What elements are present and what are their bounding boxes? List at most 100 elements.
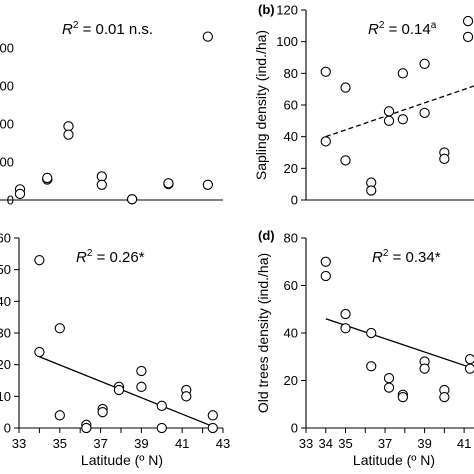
data-point — [54, 410, 65, 421]
y-tick-label: 00 — [0, 155, 14, 170]
data-point — [126, 194, 138, 205]
y-tick-label: 50 — [0, 262, 11, 277]
y-tick-label: 20 — [0, 357, 11, 372]
data-point — [383, 106, 395, 117]
x-tick-label: 33 — [12, 436, 26, 451]
r-squared-annotation: R2 = 0.26* — [76, 248, 145, 266]
y-tick-label: 60 — [284, 98, 298, 113]
data-point — [156, 400, 167, 411]
data-point — [42, 172, 53, 184]
r-squared-annotation: R2 = 0.14a — [368, 20, 437, 38]
y-tick-label: 60 — [284, 278, 298, 293]
y-tick-label: 40 — [284, 326, 298, 341]
data-point — [397, 114, 408, 125]
data-point — [419, 107, 430, 119]
data-point — [340, 308, 351, 320]
data-point — [207, 410, 218, 421]
panel-label: (d) — [258, 228, 275, 243]
data-point — [156, 422, 167, 434]
data-point — [397, 68, 408, 79]
data-point — [34, 255, 45, 266]
data-point — [96, 179, 107, 190]
y-tick-label: 00 — [0, 117, 14, 132]
r-squared-annotation: R2 = 0.34* — [372, 248, 441, 266]
data-point — [340, 82, 351, 93]
data-point — [397, 391, 408, 403]
y-tick-label: 120 — [276, 3, 298, 18]
panel-d: 0 20 40 60 80 33 34 35 37 39 41 R2 = 0.34* (d) Old tr… — [255, 228, 474, 468]
data-point — [320, 136, 331, 147]
data-point — [320, 256, 331, 267]
y-axis-label: Sapling density (ind./ha) — [253, 30, 269, 180]
y-tick-label: 0 — [291, 421, 298, 436]
y-axis-label: Old trees density (ind./ha) — [255, 253, 271, 413]
r-squared-annotation: R2 = 0.01 n.s. — [62, 20, 153, 38]
data-point — [136, 365, 147, 377]
y-tick-label: 80 — [284, 66, 298, 81]
x-axis-label: Latitude (º N) — [81, 452, 163, 468]
data-point — [366, 361, 377, 372]
regression-line — [39, 356, 214, 428]
data-point — [163, 178, 174, 189]
y-tick-label: 0 — [4, 421, 11, 436]
data-point — [63, 129, 74, 140]
data-point — [340, 155, 351, 166]
y-tick-label: 00 — [0, 41, 14, 56]
data-point — [113, 384, 125, 396]
data-point — [366, 185, 377, 196]
data-point — [202, 31, 213, 42]
y-tick-label: 100 — [276, 34, 298, 49]
panel-c: 0 10 20 30 40 50 60 33 35 37 39 41 43 R2 = 0.26* Latit… — [0, 231, 230, 469]
y-tick-label: 40 — [284, 129, 298, 144]
y-tick-label: 00 — [0, 79, 14, 94]
data-point — [419, 363, 430, 374]
x-tick-label: 34 — [319, 436, 333, 451]
x-tick-label: 37 — [378, 436, 392, 451]
x-tick-label: 35 — [53, 436, 67, 451]
data-point — [439, 153, 450, 164]
data-point — [97, 407, 108, 418]
x-tick-label: 37 — [93, 436, 107, 451]
data-point — [464, 353, 474, 365]
data-point — [320, 66, 331, 77]
data-point — [81, 422, 92, 434]
data-point — [34, 346, 45, 358]
x-tick-label: 43 — [216, 436, 230, 451]
data-point — [320, 270, 331, 282]
data-point — [464, 363, 474, 374]
x-tick-label: 41 — [175, 436, 189, 451]
data-point — [462, 15, 474, 27]
data-point — [439, 391, 450, 403]
data-point — [14, 188, 26, 200]
x-tick-label: 39 — [134, 436, 148, 451]
y-tick-label: 0 — [7, 193, 14, 208]
data-point — [366, 327, 377, 339]
y-tick-label: 60 — [0, 231, 11, 246]
regression-line — [325, 85, 474, 138]
data-point — [207, 422, 218, 434]
data-point — [419, 58, 430, 69]
x-tick-label: 41 — [457, 436, 471, 451]
x-axis-label: Latitude (º N) — [353, 452, 435, 468]
x-tick-label: 33 — [299, 436, 313, 451]
data-point — [383, 115, 395, 126]
y-tick-label: 40 — [0, 294, 11, 309]
data-point — [202, 179, 213, 190]
data-point — [383, 372, 395, 384]
y-tick-label: 80 — [284, 231, 298, 246]
data-point — [340, 323, 351, 334]
panel-b: 0 20 40 60 80 100 120 R2 = 0.14a (b) Sapling dens… — [253, 2, 474, 208]
y-tick-label: 20 — [284, 373, 298, 388]
data-point — [54, 323, 65, 334]
data-point — [181, 391, 192, 402]
x-tick-label: 35 — [338, 436, 352, 451]
panel-label: (b) — [258, 2, 275, 17]
y-tick-label: 30 — [0, 326, 11, 341]
x-tick-label: 39 — [417, 436, 431, 451]
data-point — [136, 381, 147, 392]
data-point — [383, 382, 395, 393]
y-tick-label: 20 — [284, 161, 298, 176]
data-point — [462, 31, 474, 43]
